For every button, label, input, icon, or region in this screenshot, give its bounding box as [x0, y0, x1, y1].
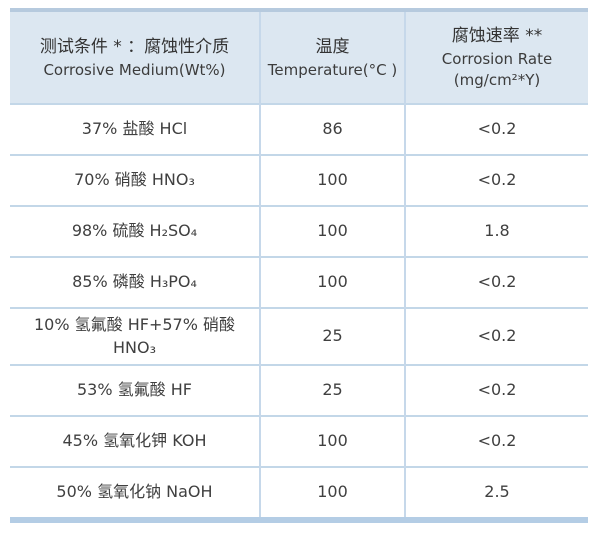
- corrosion-resistance-table: 测试条件 * ：腐蚀性介质 Corrosive Medium(Wt%) 温度 T…: [10, 8, 588, 523]
- cell-medium: 37% 盐酸 HCl: [10, 103, 261, 155]
- cell-rate: 2.5: [405, 466, 588, 523]
- cell-rate: <0.2: [405, 415, 588, 467]
- cell-medium: 10% 氢氟酸 HF+57% 硝酸 HNO₃: [10, 307, 261, 365]
- col-header-temperature: 温度 Temperature(°C ): [260, 8, 406, 104]
- cell-temperature: 100: [260, 154, 406, 206]
- table-row: 98% 硫酸 H₂SO₄ 100 1.8: [10, 205, 588, 257]
- cell-rate: <0.2: [405, 364, 588, 416]
- cell-rate: <0.2: [405, 256, 588, 308]
- cell-rate: 1.8: [405, 205, 588, 257]
- cell-temperature: 86: [260, 103, 406, 155]
- col-header-medium-zh: 测试条件 * ：腐蚀性介质: [39, 36, 230, 57]
- table-row: 37% 盐酸 HCl 86 <0.2: [10, 103, 588, 155]
- cell-temperature: 100: [260, 256, 406, 308]
- cell-temperature: 25: [260, 364, 406, 416]
- cell-rate: <0.2: [405, 154, 588, 206]
- cell-medium: 50% 氢氧化钠 NaOH: [10, 466, 261, 523]
- cell-temperature: 100: [260, 466, 406, 523]
- table-row: 10% 氢氟酸 HF+57% 硝酸 HNO₃ 25 <0.2: [10, 307, 588, 365]
- cell-medium: 98% 硫酸 H₂SO₄: [10, 205, 261, 257]
- table-row: 53% 氢氟酸 HF 25 <0.2: [10, 364, 588, 416]
- table-row: 45% 氢氧化钾 KOH 100 <0.2: [10, 415, 588, 467]
- cell-temperature: 25: [260, 307, 406, 365]
- col-header-rate-en: Corrosion Rate: [441, 50, 553, 68]
- col-header-corrosive-medium: 测试条件 * ：腐蚀性介质 Corrosive Medium(Wt%): [10, 8, 261, 104]
- col-header-temperature-en: Temperature(°C ): [267, 60, 398, 79]
- table-row: 50% 氢氧化钠 NaOH 100 2.5: [10, 466, 588, 523]
- cell-rate: <0.2: [405, 103, 588, 155]
- col-header-corrosion-rate: 腐蚀速率 ** Corrosion Rate (mg/cm²*Y): [405, 8, 588, 104]
- cell-rate: <0.2: [405, 307, 588, 365]
- col-header-temperature-zh: 温度: [315, 36, 350, 57]
- cell-temperature: 100: [260, 205, 406, 257]
- cell-medium: 70% 硝酸 HNO₃: [10, 154, 261, 206]
- table-header-row: 测试条件 * ：腐蚀性介质 Corrosive Medium(Wt%) 温度 T…: [10, 8, 588, 104]
- cell-medium: 45% 氢氧化钾 KOH: [10, 415, 261, 467]
- col-header-rate-unit: (mg/cm²*Y): [453, 71, 541, 89]
- cell-temperature: 100: [260, 415, 406, 467]
- table-row: 70% 硝酸 HNO₃ 100 <0.2: [10, 154, 588, 206]
- cell-medium: 85% 磷酸 H₃PO₄: [10, 256, 261, 308]
- cell-medium: 53% 氢氟酸 HF: [10, 364, 261, 416]
- col-header-medium-en: Corrosive Medium(Wt%): [43, 60, 226, 79]
- col-header-rate-zh: 腐蚀速率 **: [451, 26, 543, 46]
- table-row: 85% 磷酸 H₃PO₄ 100 <0.2: [10, 256, 588, 308]
